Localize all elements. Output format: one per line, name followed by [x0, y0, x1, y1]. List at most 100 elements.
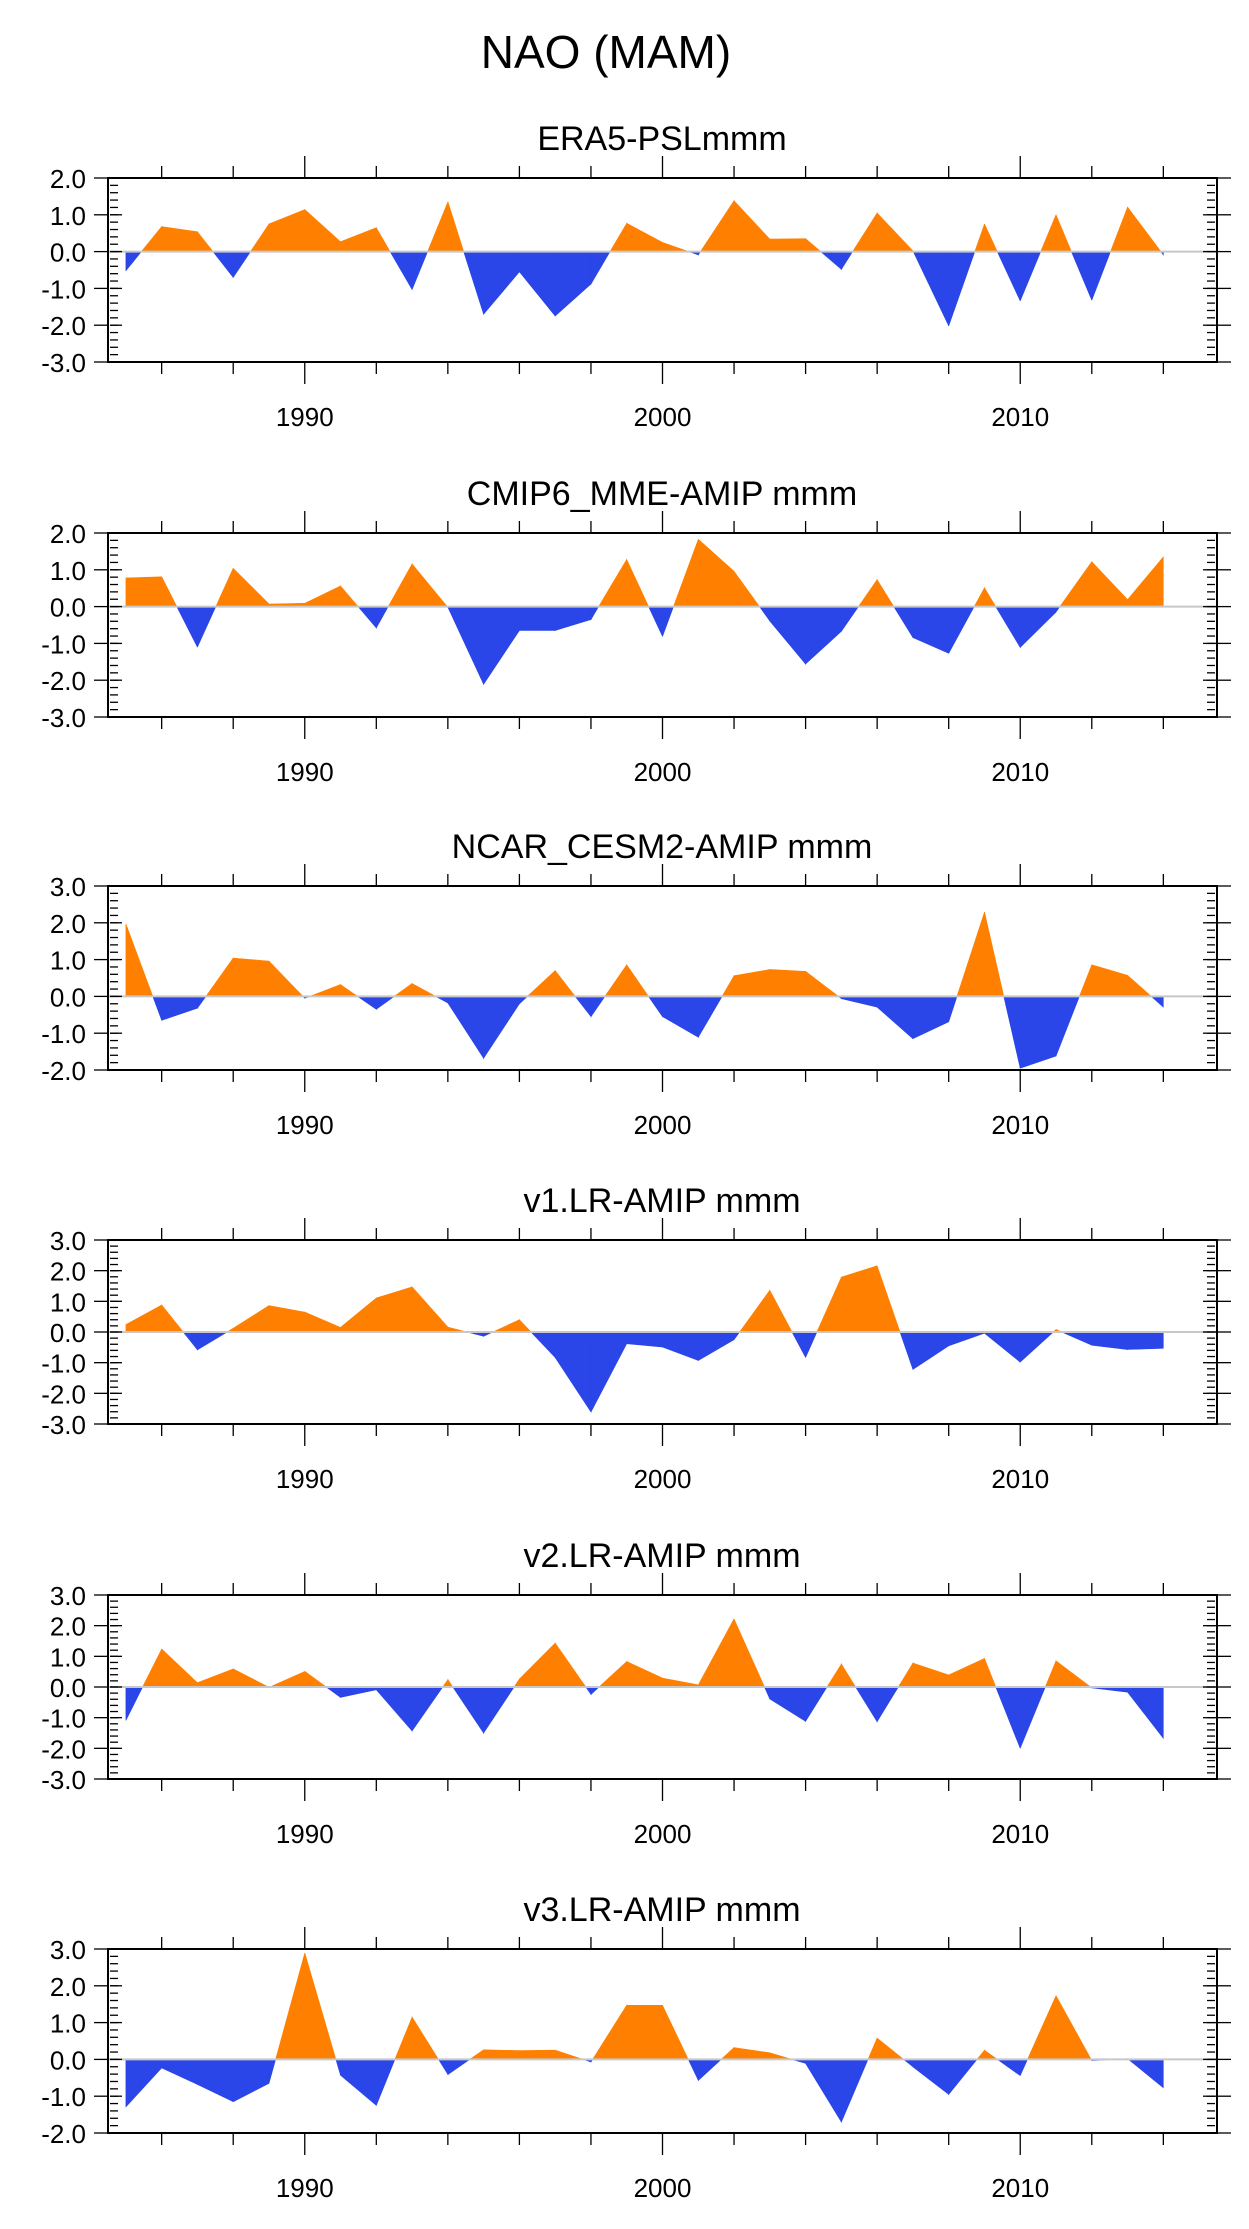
positive-area-segment: [447, 201, 465, 252]
positive-area-segment: [268, 1305, 306, 1333]
negative-area-segment: [335, 2059, 341, 2076]
panel-1: ERA5-PSLmmm 2.0 1.0 0.0 -1.0 -2.0 -3.0 1990 2000…: [41, 120, 1231, 432]
positive-area-segment: [161, 1648, 198, 1688]
positive-area-segment: [733, 2047, 771, 2060]
negative-area-segment: [590, 606, 600, 621]
negative-area-segment: [197, 606, 217, 648]
y-tick-label: 0.0: [50, 1318, 86, 1348]
positive-area-segment: [984, 223, 998, 252]
positive-area-segment: [205, 957, 234, 997]
positive-area-segment: [304, 1311, 341, 1333]
positive-area-segment: [733, 969, 771, 997]
negative-area-segment: [1127, 1331, 1164, 1350]
x-tick-label: 2000: [634, 757, 692, 787]
positive-area-segment: [876, 1265, 901, 1333]
positive-area-segment: [609, 222, 628, 252]
negative-area-segment: [232, 251, 252, 279]
positive-area-segment: [720, 2046, 735, 2060]
negative-area-segment: [357, 606, 377, 629]
positive-area-segment: [733, 1618, 765, 1688]
y-tick-label: -2.0: [41, 1734, 86, 1764]
y-tick-label: 2.0: [50, 1257, 86, 1287]
negative-area-segment: [733, 1331, 741, 1341]
positive-area-segment: [1055, 214, 1072, 252]
positive-area-segment: [483, 2049, 520, 2060]
x-tick-label: 2000: [634, 1110, 692, 1140]
negative-area-segment: [1003, 996, 1021, 1069]
positive-area-segment: [1040, 214, 1057, 252]
positive-area-segment: [1055, 1995, 1092, 2060]
y-tick-label: -3.0: [41, 348, 86, 378]
negative-area-segment: [948, 2059, 978, 2096]
negative-area-segment: [769, 606, 806, 665]
negative-area-segment: [585, 1686, 592, 1696]
positive-area-segment: [394, 2016, 413, 2060]
positive-area-segment: [626, 1661, 663, 1688]
y-tick-label: 2.0: [50, 909, 86, 939]
negative-area-segment: [805, 606, 842, 665]
negative-area-segment: [590, 1686, 600, 1696]
positive-area-segment: [1027, 1995, 1057, 2060]
negative-area-segment: [375, 996, 396, 1010]
y-tick-label: -3.0: [41, 1410, 86, 1440]
negative-area-segment: [375, 1686, 413, 1732]
y-tick-label: -1.0: [41, 274, 86, 304]
positive-area-segment: [519, 1642, 556, 1688]
positive-area-segment: [1127, 974, 1153, 997]
y-tick-label: 3.0: [50, 872, 86, 902]
negative-area-segment: [574, 996, 592, 1018]
negative-area-segment: [452, 1686, 484, 1734]
positive-area-segment: [268, 960, 304, 997]
positive-area-segment: [699, 199, 735, 252]
positive-area-segment: [554, 2049, 584, 2060]
y-tick-label: 1.0: [50, 2009, 86, 2039]
negative-area-segment: [161, 2059, 198, 2085]
negative-area-segment: [1055, 996, 1080, 1057]
positive-area-segment: [973, 587, 985, 607]
x-tick-label: 1990: [276, 2173, 334, 2203]
positive-area-segment: [340, 585, 359, 607]
negative-area-segment: [519, 996, 529, 1005]
negative-area-segment: [375, 606, 389, 630]
x-axis: 1990 2000 2010: [161, 156, 1164, 432]
panel-title: ERA5-PSLmmm: [537, 120, 786, 158]
x-tick-label: 2010: [991, 1464, 1049, 1494]
negative-area-segment: [805, 1686, 828, 1723]
panel-5: v2.LR-AMIP mmm3.02.01.00.0-1.0-2.0-3.019…: [41, 1537, 1231, 1849]
positive-area-segment: [1055, 1660, 1092, 1688]
y-tick-label: -1.0: [41, 1704, 86, 1734]
negative-area-segment: [948, 996, 958, 1022]
y-tick-label: 1.0: [50, 556, 86, 586]
x-tick-label: 1990: [276, 1464, 334, 1494]
negative-area-segment: [125, 251, 143, 272]
negative-area-segment: [1019, 251, 1042, 302]
x-tick-label: 1990: [276, 1819, 334, 1849]
positive-area-segment: [411, 563, 448, 607]
y-tick-label: 0.0: [50, 238, 86, 268]
negative-area-segment: [687, 2059, 699, 2081]
positive-area-segment: [841, 1662, 857, 1688]
positive-area-segment: [442, 1678, 449, 1688]
negative-area-segment: [841, 2059, 869, 2123]
positive-area-segment: [826, 1662, 842, 1688]
negative-area-segment: [554, 1331, 592, 1414]
y-axis: 3.0 2.0 1.0 0.0 -1.0 -2.0: [41, 872, 1231, 1086]
positive-area-segment: [1127, 206, 1162, 252]
area-fill: [125, 538, 1164, 686]
positive-area-segment: [733, 200, 771, 252]
panel-title: v3.LR-AMIP mmm: [523, 1891, 800, 1929]
y-tick-label: 3.0: [50, 1226, 86, 1256]
x-tick-label: 2000: [634, 1819, 692, 1849]
positive-area-segment: [876, 212, 914, 252]
y-tick-label: -2.0: [41, 2119, 86, 2149]
positive-area-segment: [387, 562, 413, 607]
positive-area-segment: [340, 984, 359, 997]
y-tick-label: -2.0: [41, 666, 86, 696]
negative-area-segment: [176, 606, 198, 648]
negative-area-segment: [1019, 1331, 1055, 1363]
positive-area-segment: [519, 2049, 556, 2060]
positive-area-segment: [769, 1290, 793, 1333]
negative-area-segment: [1091, 251, 1111, 301]
y-tick-label: 0.0: [50, 982, 86, 1012]
positive-area-segment: [125, 1304, 162, 1333]
